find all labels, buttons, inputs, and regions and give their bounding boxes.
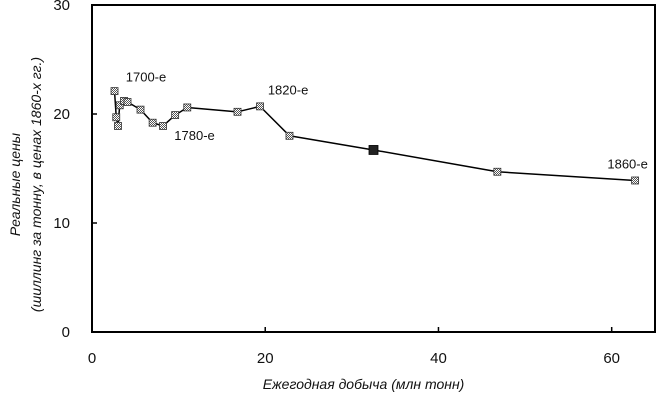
y-tick-label-0: 0 — [62, 324, 70, 341]
data-point-1 — [112, 113, 121, 122]
x-tick-label-20: 20 — [257, 350, 274, 367]
plot-frame — [91, 4, 656, 333]
y-tick-label-30: 30 — [53, 0, 70, 14]
annotation-1: 1780-е — [174, 128, 214, 143]
data-point-13 — [285, 131, 294, 140]
data-point-9 — [171, 111, 180, 119]
data-point-15 — [493, 167, 502, 176]
data-point-12 — [256, 102, 264, 111]
markers-group — [110, 87, 639, 185]
data-point-0 — [110, 87, 119, 96]
x-tick-label-40: 40 — [430, 350, 447, 367]
labels-group: Ежегодная добыча (млн тонн) Реальные цен… — [7, 57, 648, 392]
data-point-7 — [148, 118, 157, 127]
data-point-highlight — [368, 145, 379, 155]
data-point-16 — [631, 176, 639, 185]
x-tick-label-60: 60 — [603, 350, 620, 367]
axes: 0 10 20 30 0 20 40 60 — [53, 0, 656, 367]
data-point-3 — [115, 101, 124, 110]
data-point-5 — [123, 98, 132, 106]
annotation-0: 1700-е — [126, 69, 166, 84]
annotation-2: 1820-е — [268, 82, 308, 97]
data-point-8 — [159, 122, 167, 130]
y-tick-label-10: 10 — [53, 215, 70, 232]
y-axis-title-line1: Реальные цены — [7, 132, 23, 236]
y-tick-label-20: 20 — [53, 106, 70, 123]
data-point-2 — [114, 122, 122, 130]
data-point-11 — [233, 107, 242, 116]
y-axis-title-line2: (шиллинг за тонну, в ценах 1860-х гг.) — [28, 57, 44, 312]
data-point-6 — [136, 105, 145, 114]
x-axis-title: Ежегодная добыча (млн тонн) — [263, 376, 465, 392]
data-point-10 — [183, 103, 192, 112]
annotation-3: 1860-е — [607, 157, 647, 172]
x-tick-label-0: 0 — [88, 350, 96, 367]
